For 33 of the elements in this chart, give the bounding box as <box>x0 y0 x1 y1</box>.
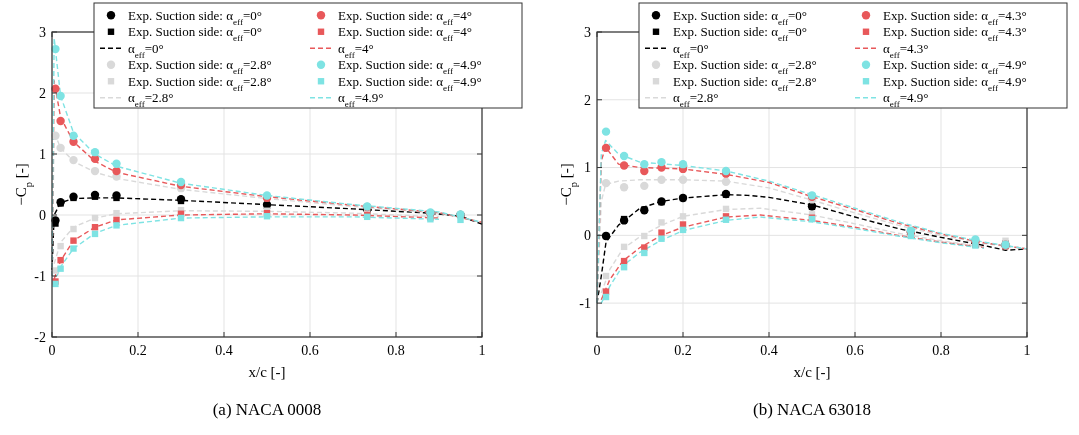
x-axis-title: x/c [-] <box>248 364 286 380</box>
y-tick-label: -1 <box>34 268 46 284</box>
y-tick-label: 2 <box>584 92 591 108</box>
text: (b) NACA 63018 <box>752 400 872 419</box>
legend-label: Exp. Suction side: α$_{eff}$=0° <box>673 7 807 27</box>
y-tick-label: 0 <box>39 207 46 223</box>
legend-label: Exp. Suction side: α$_{eff}$=4° <box>338 7 472 27</box>
legend-label: α$_{eff}$=2.8° <box>128 90 174 110</box>
y-tick-label: 0 <box>584 228 591 244</box>
y-tick-label: 1 <box>39 146 46 162</box>
y-tick-label: 2 <box>39 85 46 101</box>
x-tick-label: 0.6 <box>846 343 864 358</box>
x-tick-label: 0.4 <box>760 343 778 358</box>
y-tick-label: -2 <box>34 329 46 345</box>
x-tick-label: 0.8 <box>932 343 950 358</box>
x-tick-label: 0.2 <box>129 343 147 358</box>
legend-label: Exp. Suction side: α$_{eff}$=4.3° <box>883 7 1027 27</box>
x-tick-label: 1 <box>1023 343 1031 358</box>
y-tick-label: 3 <box>584 24 591 40</box>
x-tick-label: 0.6 <box>301 343 319 358</box>
legend-label: Exp. Suction side: α$_{eff}$=0° <box>128 7 262 27</box>
y-tick-label: 3 <box>39 24 46 40</box>
legend-label: α$_{eff}$=4.9° <box>883 90 929 110</box>
x-tick-label: 0.2 <box>674 343 692 358</box>
x-tick-label: 0.4 <box>215 343 233 358</box>
y-tick-label: 1 <box>584 160 591 176</box>
legend-label: α$_{eff}$=4.9° <box>338 90 384 110</box>
x-tick-label: 1 <box>478 343 486 358</box>
legend-label: α$_{eff}$=2.8° <box>673 90 719 110</box>
x-axis-title: x/c [-] <box>793 364 831 380</box>
text: (a) NACA 0008 <box>212 400 322 419</box>
y-tick-label: -1 <box>579 296 591 312</box>
x-tick-label: 0.8 <box>387 343 405 358</box>
